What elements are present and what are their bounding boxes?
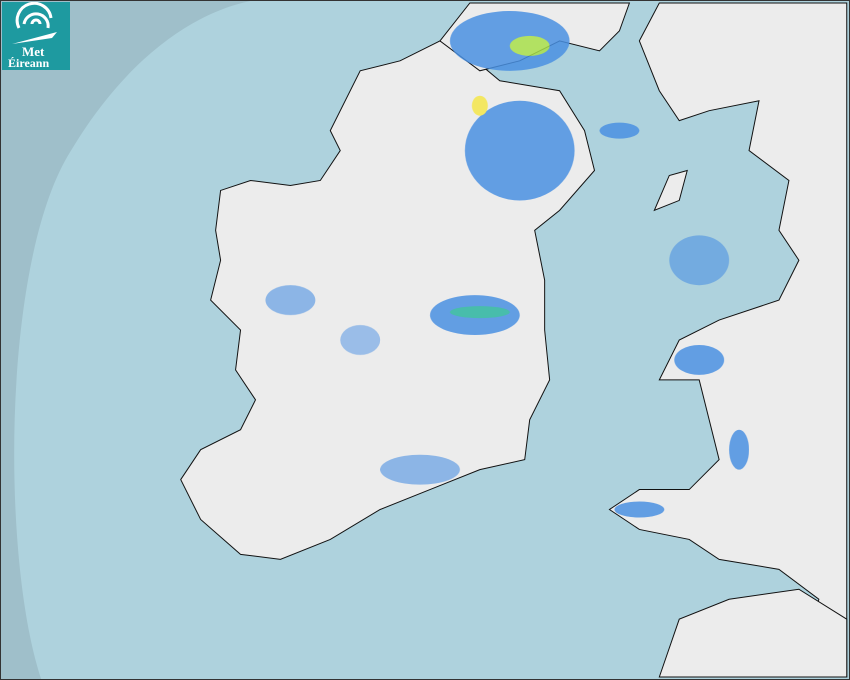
rain-echo: [464, 100, 575, 201]
rain-echo: [340, 325, 381, 355]
rain-echo: [265, 285, 316, 316]
rain-echo: [669, 235, 730, 286]
rain-echo: [614, 501, 665, 518]
rain-echo: [471, 95, 488, 116]
cornwall: [658, 588, 848, 678]
rain-echo: [674, 344, 725, 375]
rain-echo: [449, 10, 570, 71]
rain-echo: [509, 35, 550, 56]
rain-echoes: [265, 10, 750, 518]
rain-echo: [729, 429, 750, 470]
met-eireann-logo: Met Éireann: [2, 2, 70, 70]
rain-echo: [380, 454, 460, 485]
logo-text-eireann: Éireann: [8, 56, 50, 70]
met-eireann-swirl-icon: [12, 2, 57, 44]
rain-echo: [449, 306, 510, 319]
logo-text-met: Met: [22, 44, 45, 59]
rain-echo: [599, 122, 640, 139]
isle-of-man: [653, 169, 688, 212]
